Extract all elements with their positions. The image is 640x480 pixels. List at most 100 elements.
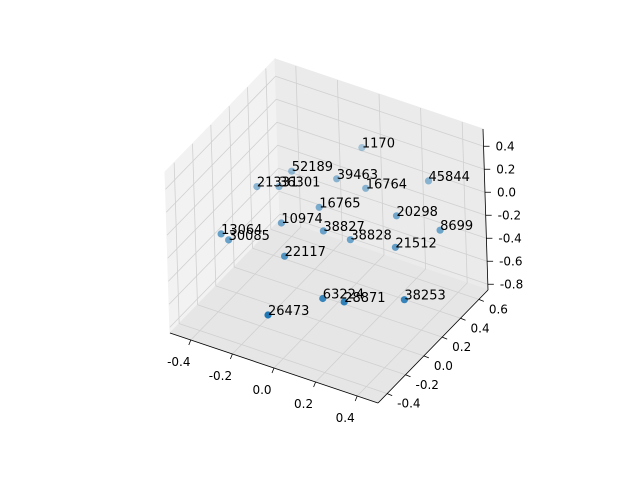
x-tick-label: 0.4 xyxy=(336,411,355,425)
point xyxy=(315,203,323,211)
point-label: 21331 xyxy=(257,176,298,191)
grid-line xyxy=(165,98,277,213)
point xyxy=(400,296,408,304)
grid-line xyxy=(270,229,479,300)
x-tick-label: -0.4 xyxy=(167,355,190,369)
tick-mark xyxy=(460,317,466,321)
x-tick-label: 0.2 xyxy=(294,397,313,411)
z-tick-label: 0.4 xyxy=(496,139,515,153)
point-label: 16764 xyxy=(366,177,407,192)
point xyxy=(225,236,233,244)
grid-line xyxy=(197,304,406,376)
z-tick-label: -0.8 xyxy=(500,277,523,291)
point-label: 39463 xyxy=(337,168,378,183)
point-label: 52189 xyxy=(292,160,333,175)
axis-line xyxy=(482,128,489,291)
y-tick-label: 0.0 xyxy=(434,359,453,373)
point xyxy=(275,183,283,191)
point xyxy=(436,226,444,234)
z-tick-label: 0.2 xyxy=(496,162,515,176)
z-tick-label: -0.2 xyxy=(498,208,521,222)
grid-line xyxy=(461,121,468,284)
z-tick-label: -0.4 xyxy=(498,231,521,245)
tick-mark xyxy=(405,374,411,378)
point-label: 63224 xyxy=(323,288,364,303)
axis-line xyxy=(169,332,379,404)
grid-line xyxy=(279,213,488,285)
point-label: 38253 xyxy=(404,289,445,304)
grid-line xyxy=(275,75,484,147)
tick-mark xyxy=(354,395,358,402)
tick-mark xyxy=(478,299,484,302)
grid-line xyxy=(228,106,235,268)
point-label: 1170 xyxy=(362,137,395,152)
tick-mark xyxy=(442,336,448,340)
point xyxy=(358,144,366,152)
point-label: 38827 xyxy=(323,220,364,235)
grid-line xyxy=(165,75,276,190)
x-tick-label: 0.0 xyxy=(252,383,271,397)
point-label: 30085 xyxy=(229,229,270,244)
grid-line xyxy=(190,226,302,341)
point xyxy=(217,230,225,238)
point xyxy=(264,311,272,319)
grid-line xyxy=(337,79,343,242)
grid-line xyxy=(252,247,461,319)
grid-line xyxy=(265,68,272,230)
point xyxy=(281,252,289,260)
point xyxy=(392,212,401,220)
axis-line xyxy=(377,289,489,404)
grid-line xyxy=(166,121,278,236)
grid-line xyxy=(179,323,388,394)
grid-line xyxy=(232,240,343,355)
y-tick-label: 0.4 xyxy=(471,321,490,335)
grid-line xyxy=(315,268,426,383)
grid-line xyxy=(168,167,279,282)
point xyxy=(253,183,261,191)
grid-line xyxy=(356,282,468,397)
tick-mark xyxy=(313,381,316,388)
grid-line xyxy=(247,87,253,249)
tick-mark xyxy=(271,367,275,374)
grid-line xyxy=(215,285,424,357)
point-label: 22117 xyxy=(285,245,326,260)
grid-line xyxy=(378,93,385,256)
z-tick-label: 0.0 xyxy=(497,185,516,199)
point xyxy=(362,184,370,192)
z-tick-label: -0.6 xyxy=(499,254,522,268)
grid-line xyxy=(173,162,180,324)
grid-line xyxy=(278,190,488,262)
grid-line xyxy=(276,121,486,193)
point-label: 10974 xyxy=(281,212,322,227)
point-label: 45844 xyxy=(429,170,470,185)
point xyxy=(340,298,348,306)
grid-line xyxy=(277,144,486,216)
point xyxy=(333,175,341,183)
grid-line xyxy=(169,213,281,328)
grid-line xyxy=(276,98,485,170)
grid-line xyxy=(234,266,443,338)
point xyxy=(288,167,296,175)
point-label: 8699 xyxy=(440,219,473,234)
grid-line xyxy=(210,124,217,286)
point xyxy=(346,236,354,244)
y-tick-label: -0.4 xyxy=(397,397,420,411)
point-label: 16765 xyxy=(319,196,360,211)
point-label: 21512 xyxy=(395,236,436,251)
x-tick-label: -0.2 xyxy=(209,369,232,383)
grid-line xyxy=(168,190,280,305)
grid-line xyxy=(192,143,198,305)
y-tick-label: -0.2 xyxy=(416,378,439,392)
point-label: 38828 xyxy=(350,229,391,244)
point-label: 36301 xyxy=(279,176,320,191)
tick-mark xyxy=(387,393,393,396)
y-tick-label: 0.2 xyxy=(452,340,471,354)
point xyxy=(277,219,285,227)
point xyxy=(319,227,327,235)
point xyxy=(391,243,399,251)
grid-line xyxy=(167,144,278,259)
grid-line xyxy=(273,254,385,369)
point-label: 13064 xyxy=(221,223,262,238)
tick-mark xyxy=(188,339,192,346)
